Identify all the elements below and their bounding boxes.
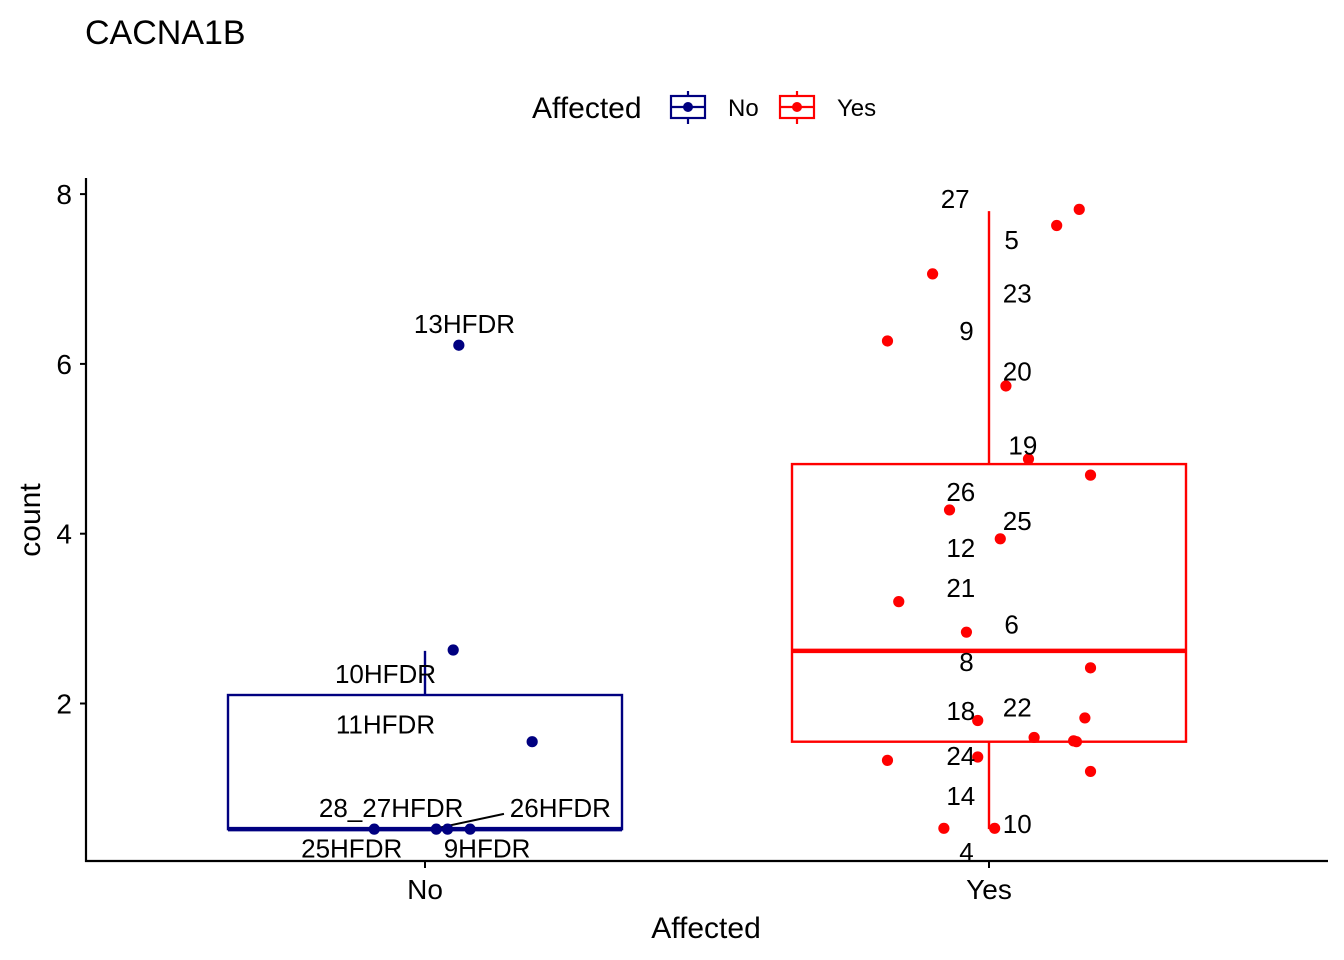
legend-key-yes: Yes <box>778 91 876 124</box>
data-point-yes <box>972 751 984 763</box>
data-point-yes <box>1073 203 1085 215</box>
legend-key-label: Yes <box>837 95 876 122</box>
point-label: 25HFDR <box>301 834 402 864</box>
point-label: 8 <box>959 647 973 677</box>
point-label: 28_27HFDR <box>319 793 464 823</box>
data-point-no <box>430 823 442 835</box>
data-point-yes <box>1084 662 1097 674</box>
data-point-no <box>453 339 465 351</box>
point-label: 11HFDR <box>336 710 435 740</box>
labels-layer: 13HFDR 10HFDR 11HFDR 28_27HFDR 26HFDR 25HFDR 9… <box>301 184 1037 867</box>
data-point-yes <box>1079 712 1091 724</box>
legend-key-point <box>792 102 802 112</box>
data-point-yes <box>972 714 984 727</box>
point-label: 5 <box>1004 225 1018 255</box>
data-point-yes <box>927 268 939 280</box>
point-label: 14 <box>946 781 975 811</box>
data-point-yes <box>893 596 905 608</box>
data-point-yes <box>938 822 950 834</box>
point-label: 9 <box>959 316 973 346</box>
chart-title: CACNA1B <box>85 14 246 52</box>
legend: Affected No Yes <box>532 91 876 125</box>
data-point-yes <box>1084 469 1097 481</box>
point-label: 22 <box>1003 693 1032 723</box>
box-no <box>226 650 624 832</box>
x-axis-title: Affected <box>651 912 761 945</box>
data-point-no <box>441 823 454 835</box>
point-label: 25 <box>1003 506 1032 536</box>
point-label: 20 <box>1003 357 1032 387</box>
data-point-yes <box>1028 731 1040 744</box>
data-point-yes <box>989 822 1001 834</box>
point-label: 27 <box>941 184 970 214</box>
y-axis-title: count <box>14 483 47 557</box>
data-point-yes <box>1000 380 1012 392</box>
point-label: 9HFDR <box>444 834 531 864</box>
data-point-yes <box>881 754 894 766</box>
legend-title: Affected <box>532 92 642 125</box>
point-label: 21 <box>946 573 975 603</box>
legend-key-point <box>683 102 693 112</box>
point-label: 26 <box>946 477 975 507</box>
data-point-yes <box>943 504 956 516</box>
data-point-no <box>464 823 476 835</box>
box-yes <box>790 211 1188 830</box>
data-point-no <box>526 736 538 748</box>
data-point-no <box>447 644 459 656</box>
data-point-yes <box>1051 219 1063 232</box>
point-label: 24 <box>946 741 975 771</box>
y-axis: 2 4 6 8 <box>56 178 88 862</box>
point-label: 4 <box>959 837 973 867</box>
legend-key-no: No <box>669 91 759 124</box>
data-point-yes <box>960 626 973 638</box>
x-tick-label: Yes <box>966 874 1012 905</box>
point-label: 10HFDR <box>335 659 436 689</box>
data-point-yes <box>994 533 1006 545</box>
box-iqr <box>790 462 1188 743</box>
point-label: 10 <box>1003 809 1032 839</box>
point-label: 18 <box>946 696 975 726</box>
y-tick-label: 2 <box>56 689 72 720</box>
point-label: 12 <box>946 533 975 563</box>
data-point-yes <box>1084 765 1097 778</box>
point-label: 6 <box>1004 610 1018 640</box>
boxes-layer <box>226 211 1188 832</box>
data-point-yes <box>881 335 894 347</box>
point-label: 19 <box>1008 430 1037 460</box>
x-tick-label: No <box>407 874 443 905</box>
y-tick-label: 6 <box>56 349 72 380</box>
x-axis: No Yes <box>85 859 1328 905</box>
point-label: 13HFDR <box>414 309 515 339</box>
data-point-yes <box>1070 736 1083 748</box>
data-point-yes <box>1022 453 1035 465</box>
point-label: 23 <box>1003 278 1032 308</box>
points-layer <box>368 203 1097 835</box>
point-label: 26HFDR <box>510 793 611 823</box>
y-tick-label: 4 <box>56 519 72 550</box>
y-tick-label: 8 <box>56 179 72 210</box>
legend-key-label: No <box>728 95 759 122</box>
data-point-no <box>368 823 380 835</box>
